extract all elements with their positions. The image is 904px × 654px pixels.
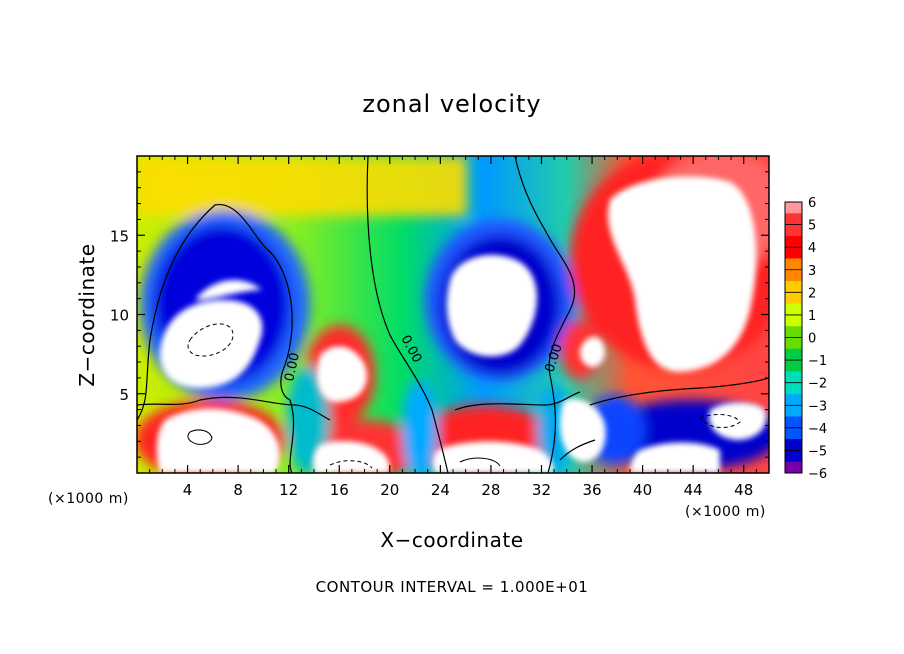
colorbar-label: 3	[808, 264, 816, 279]
colorbar-swatch	[785, 416, 802, 429]
colorbar-label: 1	[808, 309, 816, 324]
colorbar: 6 5 4 3 2 1 0 −1 −2 −3 −4 −5 −6	[784, 196, 827, 482]
x-tick-label: 12	[279, 481, 298, 499]
colorbar-swatch	[785, 348, 802, 361]
contour-label: 0.00	[282, 351, 303, 382]
colorbar-label: −4	[808, 422, 827, 437]
colorbar-label: 5	[808, 219, 816, 234]
colorbar-swatch	[785, 393, 802, 406]
colorbar-swatch	[785, 450, 802, 463]
colorbar-swatch	[785, 461, 802, 474]
colorbar-label: −3	[808, 399, 827, 414]
y-axis-label: Z−coordinate	[75, 243, 99, 386]
colorbar-swatch	[785, 292, 802, 305]
contour-interval-label: CONTOUR INTERVAL = 1.000E+01	[316, 578, 589, 596]
x-axis: 4 8 12 16 20 24 28 32 36 40 44 48	[149, 156, 757, 499]
colorbar-label: −2	[808, 377, 827, 392]
colorbar-swatch	[785, 235, 802, 248]
colorbar-swatch	[785, 258, 802, 271]
x-tick-label: 44	[684, 481, 703, 499]
colorbar-label: 2	[808, 286, 816, 301]
x-tick-label: 32	[532, 481, 551, 499]
colorbar-swatch	[785, 314, 802, 327]
x-axis-label: X−coordinate	[380, 528, 523, 552]
y-axis: 5 10 15	[110, 171, 769, 458]
x-tick-label: 4	[183, 481, 193, 499]
x-tick-label: 8	[233, 481, 243, 499]
x-tick-label: 28	[481, 481, 500, 499]
x-tick-label: 20	[380, 481, 399, 499]
colorbar-label: 4	[808, 241, 816, 256]
colorbar-swatch	[785, 427, 802, 440]
colorbar-label: −5	[808, 444, 827, 459]
colorbar-swatch	[785, 269, 802, 282]
colorbar-swatch	[785, 371, 802, 384]
colorbar-swatch	[785, 439, 802, 451]
colorbar-swatch	[785, 224, 802, 237]
colorbar-swatch	[785, 326, 802, 338]
x-tick-label: 16	[330, 481, 349, 499]
y-tick-label: 5	[119, 386, 129, 404]
colorbar-swatch	[785, 337, 802, 350]
colorbar-swatch	[785, 247, 802, 259]
colorbar-swatch	[785, 405, 802, 418]
x-tick-label: 48	[734, 481, 753, 499]
x-unit-label-right: (×1000 m)	[685, 504, 766, 520]
colorbar-swatch	[785, 281, 802, 293]
colorbar-label: −6	[808, 467, 827, 482]
colorbar-swatch	[785, 202, 802, 214]
y-tick-label: 10	[110, 307, 129, 325]
colorbar-label: 0	[808, 332, 816, 347]
colorbar-label: −1	[808, 354, 827, 369]
colorbar-label: 6	[808, 196, 816, 211]
chart-title: zonal velocity	[362, 90, 541, 118]
heatmap-field	[137, 156, 769, 473]
colorbar-swatch	[785, 303, 802, 316]
x-tick-label: 24	[431, 481, 450, 499]
colorbar-swatch	[785, 382, 802, 395]
x-unit-label-left: (×1000 m)	[48, 491, 129, 507]
colorbar-swatch	[785, 360, 802, 372]
x-tick-label: 36	[582, 481, 601, 499]
y-tick-label: 15	[110, 227, 129, 245]
x-tick-label: 40	[633, 481, 652, 499]
colorbar-swatch	[785, 213, 802, 226]
